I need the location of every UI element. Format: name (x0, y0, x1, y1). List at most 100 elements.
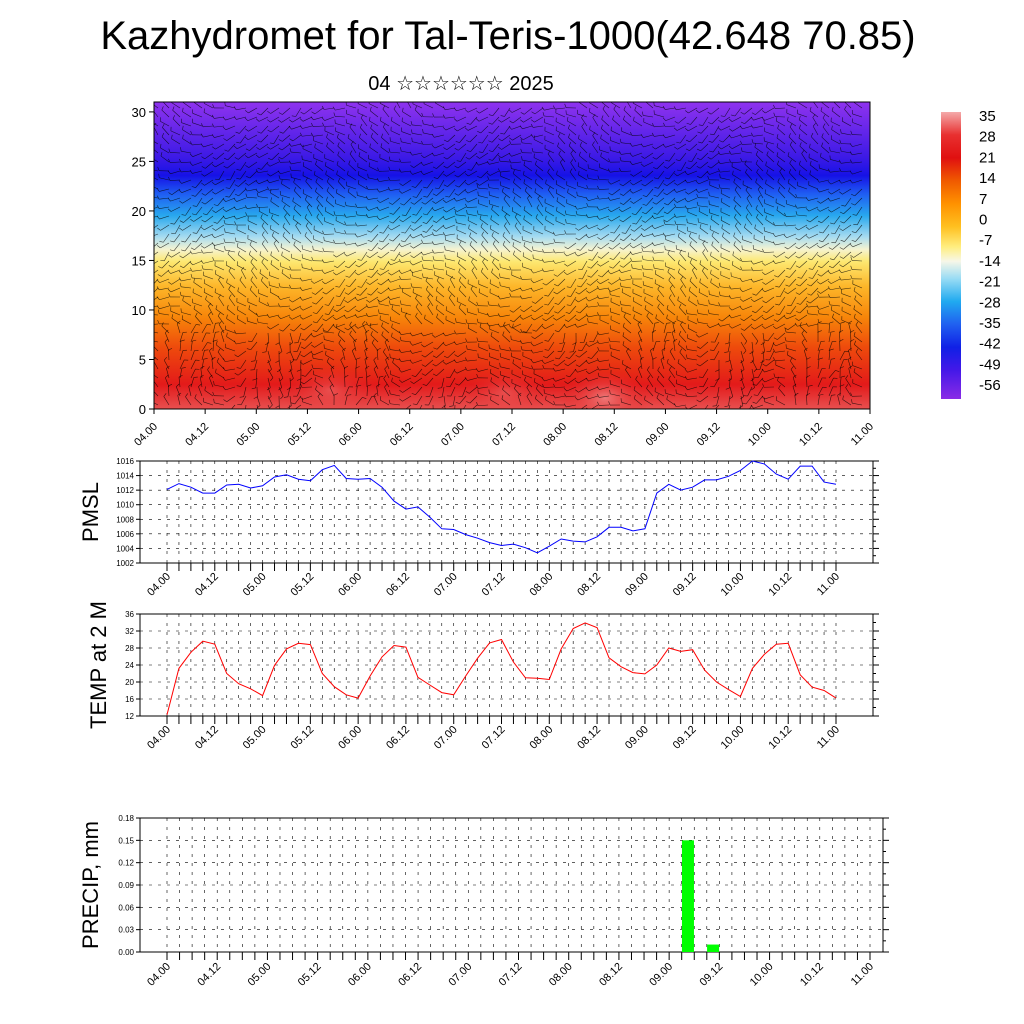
wind-barb-flag (632, 297, 635, 302)
wind-barb (853, 251, 863, 258)
wind-barb (294, 404, 302, 409)
wind-barb (843, 206, 852, 214)
wind-barb (698, 238, 709, 244)
heatmap-x-tick-label: 07.00 (439, 421, 467, 449)
wind-barb-flag (156, 205, 160, 209)
wind-barb-flag (255, 169, 259, 173)
wind-barb (391, 269, 401, 276)
wind-barb-flag (147, 248, 151, 250)
wind-barb-flag (547, 168, 550, 173)
wind-barb (687, 358, 698, 361)
wind-barb (225, 249, 236, 253)
wind-barb-flag (678, 330, 682, 335)
wind-barb (524, 190, 533, 199)
wind-barb-flag (458, 259, 461, 264)
wind-barb (328, 378, 335, 388)
wind-barb (813, 102, 819, 109)
wind-barb-flag (739, 125, 743, 130)
wind-barb-flag (633, 386, 636, 391)
wind-barb-flag (841, 204, 846, 207)
wind-barb (710, 152, 720, 160)
wind-barb-flag (673, 127, 678, 131)
wind-barb (260, 217, 269, 226)
wind-barb (466, 206, 478, 208)
wind-barb-flag (642, 203, 647, 206)
wind-barb-flag (812, 97, 814, 100)
wind-barb-flag (840, 366, 845, 369)
wind-barb (703, 377, 709, 387)
wind-barb-flag (289, 138, 294, 142)
wind-barb-flag (192, 232, 197, 234)
wind-barb (182, 224, 192, 231)
wind-barb (225, 329, 236, 334)
wind-barb-flag (696, 193, 699, 198)
wind-barb-flag (458, 286, 462, 290)
wind-barb (162, 127, 170, 136)
wind-barb (249, 244, 258, 253)
wind-barb-flag (523, 161, 526, 166)
wind-barb (480, 170, 489, 179)
wind-barb-flag (278, 283, 281, 288)
wind-barb-flag (447, 286, 450, 290)
wind-barb (390, 130, 401, 136)
y-axis-title: PMSL (78, 482, 103, 542)
wind-barb (851, 260, 863, 262)
wind-barb (588, 233, 599, 239)
wind-barb-flag (831, 125, 833, 130)
wind-barb-flag (671, 329, 676, 333)
wind-barb-flag (795, 211, 798, 216)
wind-barb (258, 301, 269, 307)
wind-barb (533, 134, 544, 138)
wind-barb-flag (646, 384, 649, 389)
wind-barb (809, 110, 819, 118)
wind-barb (467, 283, 478, 289)
wind-barb-flag (757, 195, 761, 199)
wind-barb (500, 348, 511, 352)
wind-barb (513, 173, 522, 181)
wind-barb (854, 188, 863, 197)
wind-barb (713, 350, 720, 360)
x-tick-label: 04.12 (195, 961, 223, 989)
wind-barb (215, 143, 225, 150)
wind-barb-flag (226, 278, 228, 283)
x-tick-label: 07.00 (446, 961, 474, 989)
wind-barb (578, 166, 588, 172)
wind-barb (720, 177, 731, 181)
wind-barb-flag (630, 229, 635, 232)
wind-barb (655, 318, 665, 325)
wind-barb-flag (530, 342, 535, 347)
wind-barb-flag (740, 328, 745, 331)
wind-barb-flag (387, 279, 391, 283)
wind-barb (427, 188, 434, 198)
wind-barb (727, 341, 731, 352)
wind-barb-flag (761, 378, 766, 383)
wind-barb-flag (275, 405, 280, 408)
wind-barb-flag (728, 325, 733, 329)
heatmap-field (154, 102, 870, 409)
wind-barb (423, 132, 434, 136)
wind-barb (435, 359, 445, 367)
wind-barb (666, 215, 676, 223)
wind-barb-flag (432, 373, 437, 376)
wind-barb-flag (743, 413, 747, 414)
wind-barb (214, 134, 225, 138)
wind-barb (852, 365, 863, 370)
wind-barb (313, 269, 324, 272)
wind-barb (533, 250, 544, 253)
wind-barb-flag (482, 258, 486, 262)
wind-barb (434, 259, 445, 262)
wind-barb (491, 209, 500, 217)
wind-barb (436, 161, 445, 169)
wind-barb-flag (347, 187, 350, 192)
wind-barb (177, 395, 181, 406)
wind-barb-flag (391, 332, 393, 337)
wind-barb (635, 215, 643, 225)
wind-barb (305, 225, 313, 235)
wind-barb (757, 368, 764, 378)
wind-barb-flag (542, 112, 545, 117)
wind-barb-flag (653, 177, 658, 180)
wind-barb-flag (607, 168, 611, 173)
wind-barb (280, 314, 291, 320)
wind-barb (744, 107, 753, 115)
wind-barb (368, 206, 379, 211)
